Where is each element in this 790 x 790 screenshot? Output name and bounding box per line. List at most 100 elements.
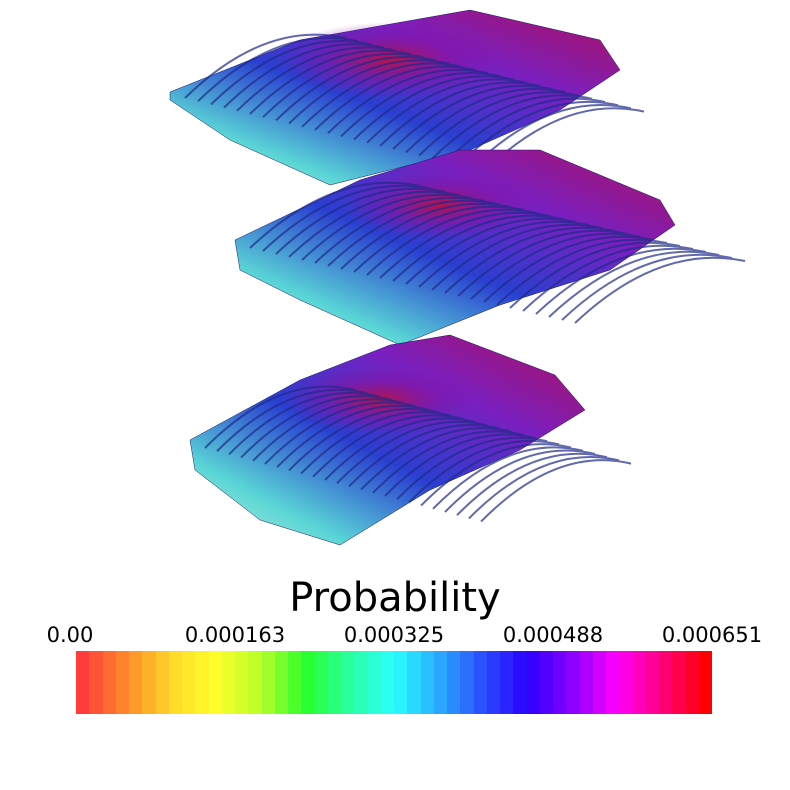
surface-ridge	[314, 196, 486, 264]
colorbar-band	[619, 651, 633, 714]
surface-ridge	[249, 181, 421, 249]
colorbar-band	[76, 651, 90, 714]
surface-ridge	[327, 199, 499, 267]
surface-ridge	[457, 100, 619, 166]
colorbar-band	[447, 651, 461, 714]
colorbar-band	[195, 651, 209, 714]
colorbar-band	[168, 651, 182, 714]
colorbar-band	[354, 651, 368, 714]
surface-ridge	[405, 88, 567, 154]
colorbar-band	[380, 651, 394, 714]
surface-ridge	[252, 398, 404, 462]
surface-ridge	[204, 385, 356, 449]
colorbar-band	[129, 651, 143, 714]
colorbar-band	[473, 651, 487, 714]
surface-ridge	[457, 229, 629, 297]
surface-ridge	[275, 56, 437, 122]
surface-ridge	[300, 411, 452, 475]
colorbar-band	[115, 651, 129, 714]
surface-ridge	[288, 59, 450, 125]
surface-ridge	[262, 184, 434, 252]
surface-ridge	[480, 459, 632, 523]
surface-ridge	[314, 65, 476, 131]
surface-ridge	[340, 202, 512, 270]
surface-ridge	[264, 401, 416, 465]
surface-ridge	[366, 208, 538, 276]
colorbar-band	[632, 651, 646, 714]
surface-ridge	[197, 36, 359, 102]
surface-ridge	[276, 404, 428, 468]
surface-ridge	[360, 427, 512, 491]
surface-slab-middle	[234, 149, 746, 346]
colorbar-band	[248, 651, 262, 714]
colorbar-band	[314, 651, 328, 714]
surface-ridge	[288, 408, 440, 472]
colorbar-band	[645, 651, 659, 714]
surface-ridge	[288, 190, 460, 258]
surface-ridge	[483, 235, 655, 303]
colorbar-band	[592, 651, 606, 714]
surface-ridge	[340, 72, 502, 138]
colorbar-band	[274, 651, 288, 714]
colorbar-band	[566, 651, 580, 714]
surface-ridge	[456, 452, 608, 516]
surface-ridge	[312, 414, 464, 478]
colorbar-band	[341, 651, 355, 714]
colorbar-band	[606, 651, 620, 714]
colorbar-band	[539, 651, 553, 714]
colorbar-band	[513, 651, 527, 714]
colorbar-band	[698, 651, 712, 714]
surface-ridge	[432, 446, 584, 510]
colorbar-band	[486, 651, 500, 714]
surface-ridge	[223, 43, 385, 109]
surface-ridge	[379, 81, 541, 147]
surface-ridge	[240, 395, 392, 459]
surface-ridge	[210, 40, 372, 106]
colorbar-band	[89, 651, 103, 714]
surface-ridge	[184, 33, 346, 99]
surface-ridge	[392, 214, 564, 282]
colorbar-band	[685, 651, 699, 714]
surface-ridge	[327, 68, 489, 134]
colorbar-band	[261, 651, 275, 714]
surface-ridge	[431, 223, 603, 291]
surface-ridge	[348, 424, 500, 488]
surface-ridge	[379, 211, 551, 279]
surface-ridge	[418, 220, 590, 288]
colorbar-band	[526, 651, 540, 714]
surface-ridge	[275, 187, 447, 255]
surface-ridge	[561, 253, 733, 321]
colorbar	[76, 651, 712, 714]
colorbar-band	[327, 651, 341, 714]
colorbar-band	[221, 651, 235, 714]
surface-ridge	[366, 78, 528, 144]
colorbar-tick-label: 0.000325	[343, 623, 445, 647]
surface-ridge	[574, 256, 746, 324]
colorbar-band	[579, 651, 593, 714]
surface-ridge	[496, 238, 668, 306]
surface-ridge	[420, 443, 572, 507]
surface-ridge	[301, 193, 473, 261]
surface-slab-top	[169, 9, 645, 186]
surface-ridge	[392, 84, 554, 150]
colorbar-band	[235, 651, 249, 714]
surface-ridge	[444, 449, 596, 513]
colorbar-band	[659, 651, 673, 714]
colorbar-band	[155, 651, 169, 714]
surface-ridge	[470, 232, 642, 300]
colorbar-band	[208, 651, 222, 714]
colorbar-band	[394, 651, 408, 714]
surface-ridge	[509, 241, 681, 309]
colorbar-tick-label: 0.000163	[184, 623, 286, 647]
surface-ridge	[301, 62, 463, 128]
colorbar-band	[182, 651, 196, 714]
surface-ridge	[353, 75, 515, 141]
surface-ridge	[228, 392, 380, 456]
surface-ridge	[384, 433, 536, 497]
surface-ridge	[535, 247, 707, 315]
surface-ridge	[418, 91, 580, 157]
surface-ridge	[249, 49, 411, 115]
colorbar-band	[672, 651, 686, 714]
colorbar-band	[553, 651, 567, 714]
surface-ridge	[431, 94, 593, 160]
